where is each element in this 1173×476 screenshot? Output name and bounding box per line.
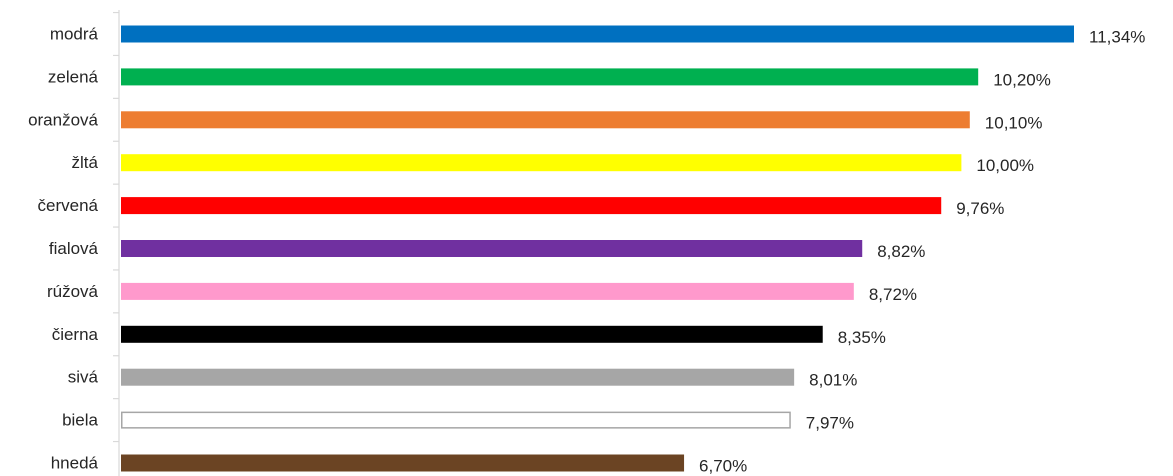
category-axis-ticks bbox=[113, 11, 119, 443]
bar-fialova bbox=[121, 240, 863, 257]
bar-zlta bbox=[121, 154, 962, 172]
value-label-fialova: 8,82% bbox=[877, 242, 925, 261]
bar-siva bbox=[121, 368, 795, 386]
value-label-modra: 11,34% bbox=[1089, 28, 1145, 47]
category-label-zelena: zelená bbox=[48, 67, 99, 86]
value-label-siva: 8,01% bbox=[809, 371, 857, 390]
category-label-modra: modrá bbox=[50, 25, 99, 44]
category-label-biela: biela bbox=[62, 411, 98, 430]
bar-zelena bbox=[121, 68, 979, 86]
category-label-hneda: hnedá bbox=[51, 454, 99, 473]
value-label-cierna: 8,35% bbox=[838, 328, 886, 347]
value-label-zlta: 10,00% bbox=[976, 156, 1034, 175]
value-label-ruzova: 8,72% bbox=[869, 285, 917, 304]
category-label-fialova: fialová bbox=[49, 239, 99, 258]
value-label-hneda: 6,70% bbox=[699, 457, 747, 476]
bar-modra bbox=[121, 25, 1074, 43]
value-label-zelena: 10,20% bbox=[993, 70, 1051, 89]
category-label-cervena: červená bbox=[38, 196, 99, 215]
category-label-oranzova: oranžová bbox=[28, 110, 98, 129]
category-label-ruzova: rúžová bbox=[47, 282, 99, 301]
bars-group bbox=[121, 25, 1074, 472]
value-label-cervena: 9,76% bbox=[956, 199, 1004, 218]
value-label-biela: 7,97% bbox=[806, 414, 854, 433]
bar-ruzova bbox=[121, 282, 854, 300]
category-labels: modrá zelená oranžová žltá červená fialová rúž… bbox=[28, 25, 98, 473]
bar-hneda bbox=[121, 454, 685, 472]
bar-biela bbox=[121, 411, 791, 429]
value-label-oranzova: 10,10% bbox=[985, 113, 1043, 132]
category-label-siva: sivá bbox=[68, 368, 99, 387]
value-labels: 11,34% 10,20% 10,10% 10,00% 9,76% 8,82% 8,72% 8… bbox=[699, 28, 1145, 476]
bar-oranzova bbox=[121, 111, 970, 129]
category-label-cierna: čierna bbox=[52, 325, 99, 344]
bar-cierna bbox=[121, 325, 823, 343]
category-label-zlta: žltá bbox=[72, 153, 99, 172]
bar-cervena bbox=[121, 197, 942, 215]
